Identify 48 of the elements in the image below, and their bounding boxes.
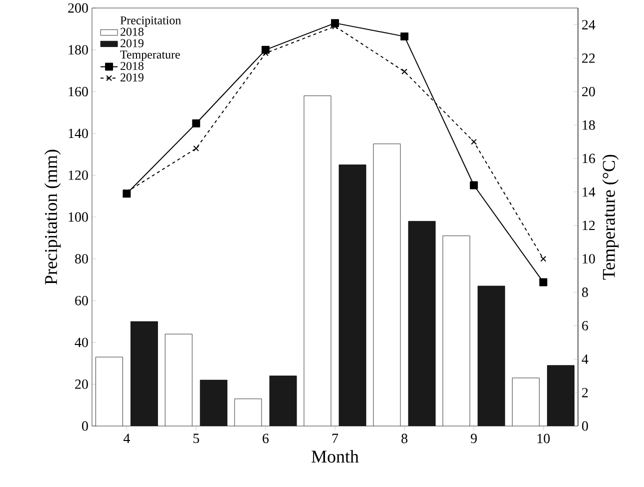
point — [470, 181, 478, 190]
x-tick-label: 9 — [470, 434, 477, 444]
y-tick-label: 80 — [75, 254, 88, 264]
point — [400, 32, 408, 40]
x-tick-label: 7 — [332, 434, 338, 443]
y2-tick-label: 24 — [582, 20, 596, 30]
annotation: Temperature — [120, 50, 180, 62]
x-tick-label: 6 — [262, 434, 269, 444]
y-tick-label: 60 — [75, 296, 88, 306]
y-tick-label: 20 — [75, 380, 88, 389]
y-axis-title: Precipitation (mm) — [44, 150, 61, 284]
legend-label: 2019 — [120, 73, 144, 82]
point — [470, 138, 477, 145]
x-axis-title: Month — [312, 450, 359, 463]
y-tick-label: 120 — [68, 170, 88, 180]
point — [193, 145, 200, 152]
y2-tick-label: 14 — [582, 187, 596, 197]
y2-tick-label: 0 — [582, 421, 588, 431]
point — [401, 68, 408, 75]
y2-tick-label: 2 — [582, 388, 588, 398]
annotation: Precipitation — [120, 16, 181, 27]
y2-tick-label: 12 — [582, 220, 595, 230]
y-tick-label: 160 — [68, 86, 88, 96]
y2-tick-label: 22 — [582, 54, 595, 63]
y2-tick-label: 6 — [582, 321, 588, 330]
y-tick-label: 200 — [68, 3, 88, 13]
legend-label: 2018 — [120, 28, 144, 36]
point — [540, 256, 546, 262]
legend-label: 2018 — [120, 62, 144, 70]
y2-tick-label: 18 — [582, 120, 595, 130]
y2-tick-label: 10 — [582, 254, 595, 264]
y2-tick-label: 20 — [582, 86, 595, 96]
x-tick-label: 8 — [401, 434, 408, 444]
y2-tick-label: 16 — [582, 154, 596, 164]
x-tick-label: 5 — [193, 434, 200, 444]
y2-tick-label: 4 — [582, 354, 588, 364]
y-tick-label: 0 — [82, 421, 88, 431]
y2-axis-title: Temperature (°C) — [602, 154, 619, 280]
x-tick-label: 4 — [123, 434, 130, 443]
y2-tick-label: 8 — [582, 288, 588, 297]
x-tick-label: 10 — [538, 434, 550, 444]
point — [539, 278, 548, 286]
y-tick-label: 140 — [68, 128, 88, 138]
legend-label: 2019 — [120, 39, 144, 48]
y-tick-label: 40 — [74, 338, 88, 348]
y-tick-label: 100 — [68, 212, 88, 222]
point — [192, 119, 200, 128]
y-tick-label: 180 — [68, 45, 88, 55]
